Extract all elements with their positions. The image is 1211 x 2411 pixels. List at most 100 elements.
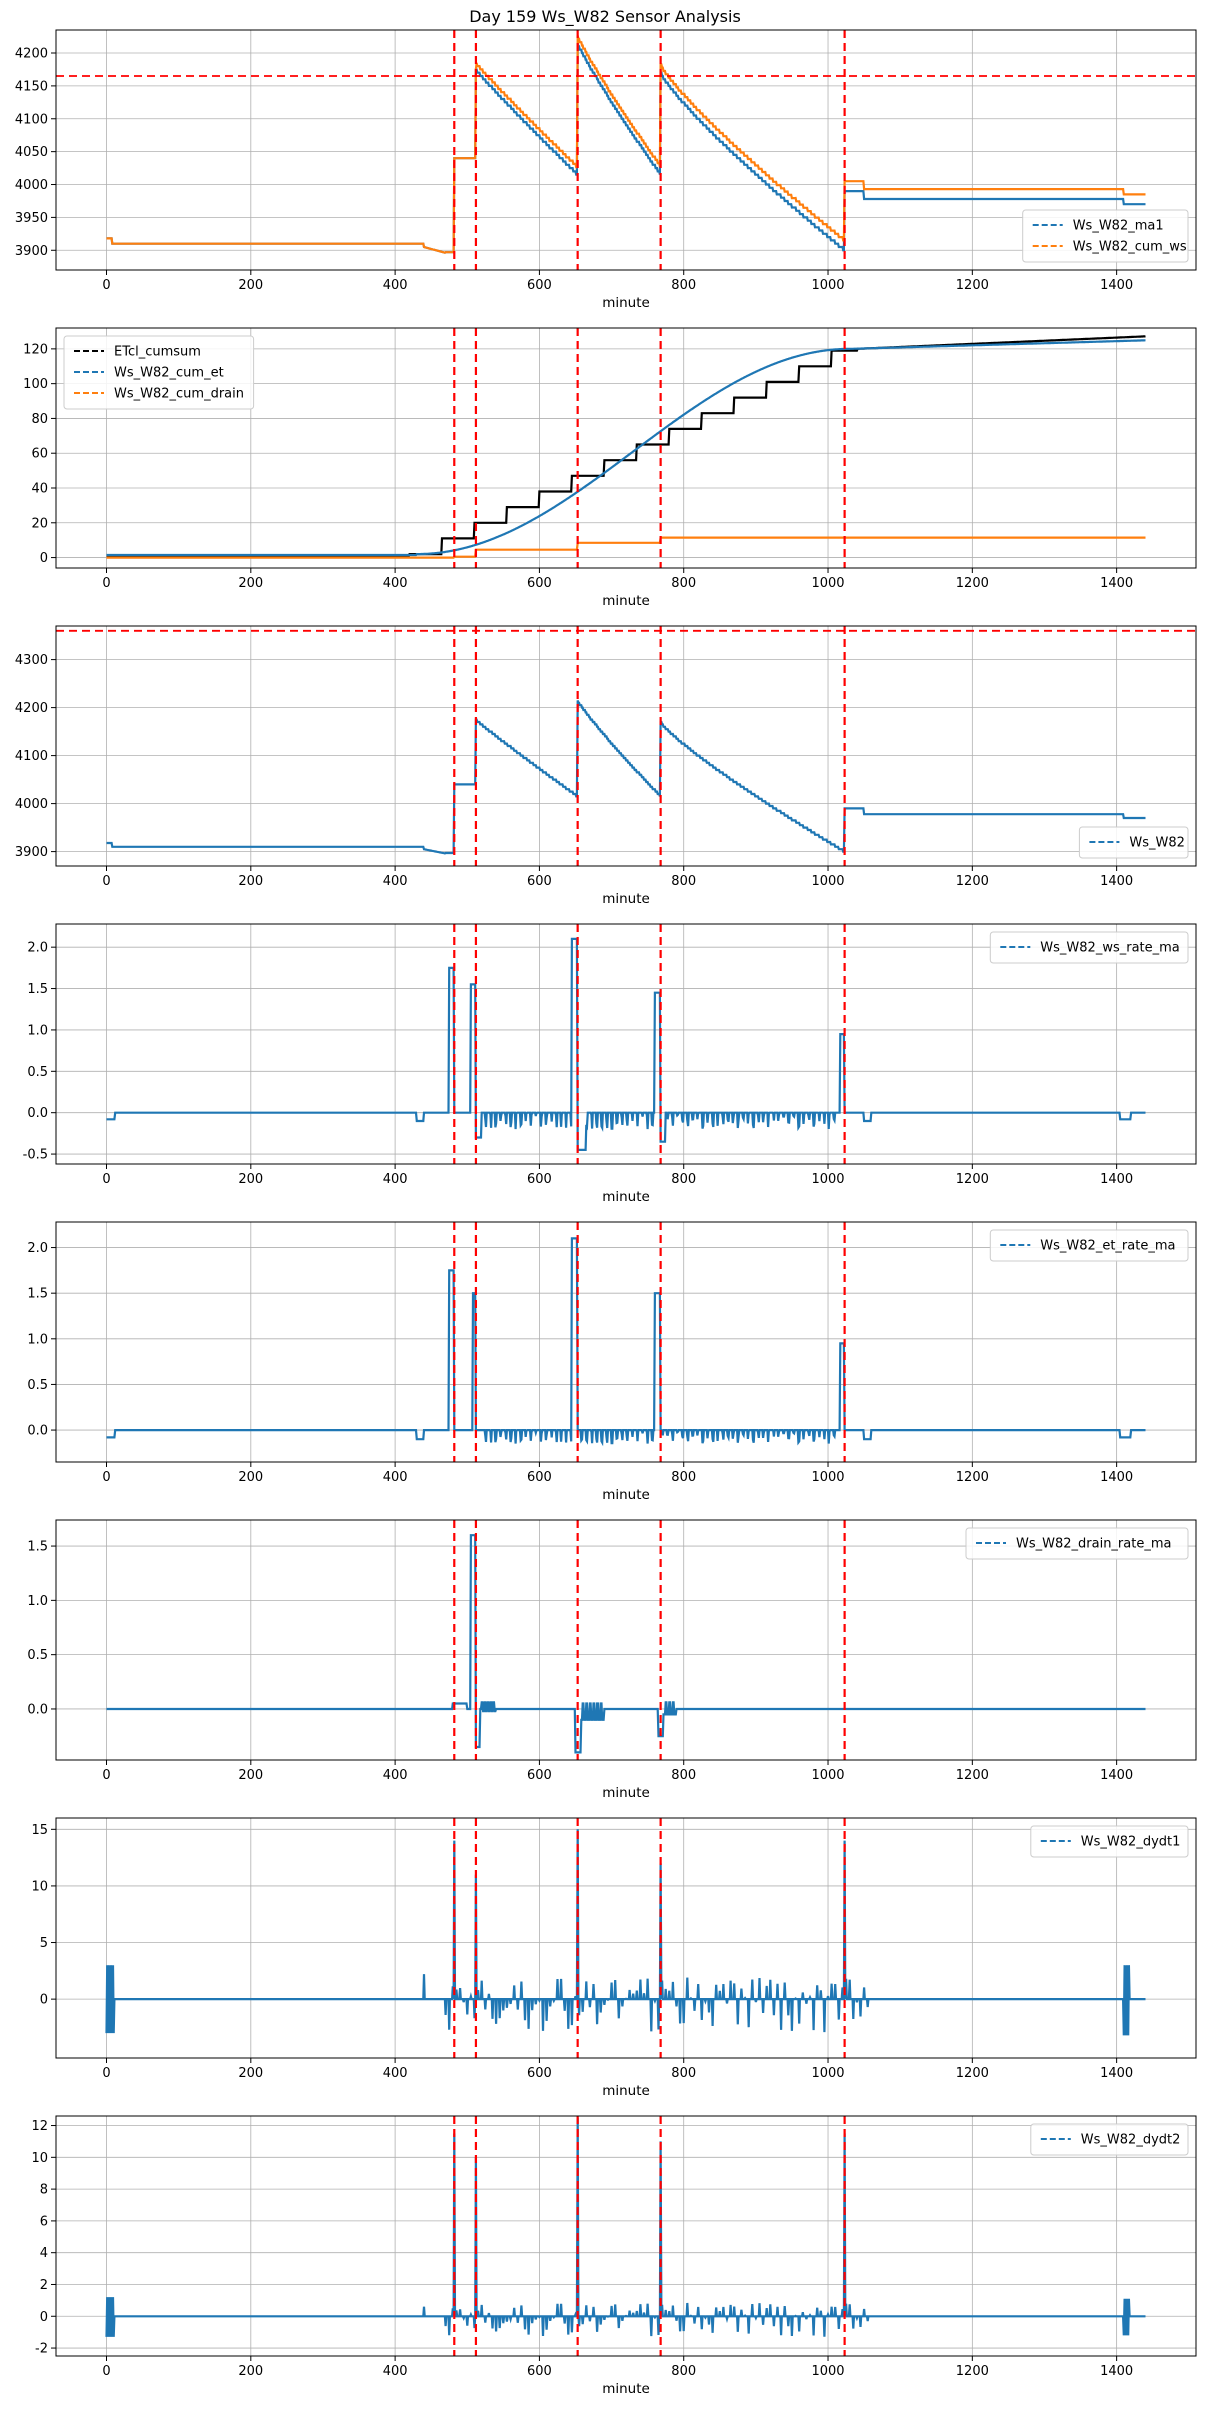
y-tick-label: 0.0 xyxy=(27,1424,48,1439)
panels: 0 200 400 600 800 1000 1200 1400390039504000405… xyxy=(15,29,1197,2397)
x-tick-label: 200 xyxy=(238,1172,263,1187)
x-tick-label: 400 xyxy=(383,874,408,889)
series-etrate xyxy=(106,1237,1146,1447)
y-tick-label: 4200 xyxy=(15,701,48,716)
x-tick-label: 800 xyxy=(671,874,696,889)
y-tick-label: 0 xyxy=(40,1993,48,2008)
x-tick-label: 1400 xyxy=(1100,874,1133,889)
x-tick-label: 1000 xyxy=(811,874,844,889)
legend: Ws_W82_et_rate_ma xyxy=(989,1229,1189,1262)
axes-frame xyxy=(55,2115,1197,2357)
x-tick-label: 1000 xyxy=(811,2066,844,2081)
x-tick-label: 400 xyxy=(383,1768,408,1783)
plot-area xyxy=(106,1520,1146,1760)
x-tick-label: 0 xyxy=(102,2364,110,2379)
x-tick-label: 1200 xyxy=(956,2364,989,2379)
legend: Ws_W82_ws_rate_ma xyxy=(989,931,1189,964)
y-tick-label: 4100 xyxy=(15,749,48,764)
legend-label: Ws_W82_dydt1 xyxy=(1081,1835,1181,1850)
axes-frame xyxy=(55,625,1197,867)
x-tick-label: 1000 xyxy=(811,278,844,293)
x-tick-label: 800 xyxy=(671,2364,696,2379)
y-tick-label: 2.0 xyxy=(27,941,48,956)
plot-area xyxy=(105,2116,1146,2356)
series-ws xyxy=(106,700,1146,855)
panel-7: 0 200 400 600 800 1000 1200 1400 0 5 10 15 minute Ws_… xyxy=(31,1817,1197,2099)
x-tick-label: 200 xyxy=(238,2364,263,2379)
axes-frame xyxy=(55,1221,1197,1463)
x-tick-label: 1400 xyxy=(1100,278,1133,293)
y-tick-label: 120 xyxy=(23,342,48,357)
x-tick-label: 1400 xyxy=(1100,576,1133,591)
series-dydt1 xyxy=(105,1829,1146,2036)
x-tick-label: 800 xyxy=(671,1768,696,1783)
x-tick-label: 400 xyxy=(383,1470,408,1485)
plot-area xyxy=(105,1818,1146,2058)
x-tick-label: 800 xyxy=(671,2066,696,2081)
x-tick-label: 400 xyxy=(383,576,408,591)
x-tick-label: 800 xyxy=(671,1470,696,1485)
x-tick-label: 600 xyxy=(527,278,552,293)
legend: Ws_W82 xyxy=(1078,826,1189,859)
y-tick-label: 0.5 xyxy=(27,1065,48,1080)
x-tick-label: 200 xyxy=(238,2066,263,2081)
x-tick-label: 600 xyxy=(527,576,552,591)
x-tick-label: 400 xyxy=(383,1172,408,1187)
x-tick-label: 1000 xyxy=(811,1470,844,1485)
panel-8: 0 200 400 600 800 1000 1200 1400 -2 0 2 4 6 8 10 12 minu… xyxy=(31,2115,1197,2397)
y-tick-label: 2 xyxy=(40,2278,48,2293)
legend: Ws_W82_dydt2 xyxy=(1030,2123,1189,2156)
axes-frame xyxy=(55,1519,1197,1761)
x-axis-label: minute xyxy=(602,2381,650,2397)
x-tick-label: 1200 xyxy=(956,1172,989,1187)
x-tick-label: 0 xyxy=(102,278,110,293)
x-tick-label: 0 xyxy=(102,2066,110,2081)
panel-6: 0 200 400 600 800 1000 1200 1400 0.0 0.5 1.0 1.5 min… xyxy=(27,1519,1197,1801)
legend: ETcl_cumsum Ws_W82_cum_et Ws_W82_cum_drain xyxy=(63,335,255,410)
y-tick-label: 0 xyxy=(40,2310,48,2325)
x-tick-label: 200 xyxy=(238,874,263,889)
y-tick-label: 4300 xyxy=(15,653,48,668)
x-tick-label: 1200 xyxy=(956,2066,989,2081)
x-axis-label: minute xyxy=(602,1189,650,1205)
panel-5: 0 200 400 600 800 1000 1200 1400 0.0 0.5 1.0 1.5 2.0… xyxy=(27,1221,1197,1503)
legend-label: Ws_W82_et_rate_ma xyxy=(1040,1239,1175,1254)
x-axis-label: minute xyxy=(602,1487,650,1503)
x-tick-label: 200 xyxy=(238,278,263,293)
legend-label: Ws_W82_cum_ws xyxy=(1073,240,1187,255)
y-tick-label: 4100 xyxy=(15,112,48,127)
legend-box xyxy=(989,1229,1189,1262)
y-tick-label: 0 xyxy=(40,551,48,566)
y-tick-label: -0.5 xyxy=(23,1148,48,1163)
axes-frame xyxy=(55,1817,1197,2059)
series-cumws xyxy=(106,35,1146,254)
y-tick-label: 8 xyxy=(40,2183,48,2198)
y-tick-label: 100 xyxy=(23,377,48,392)
panel-1: 0 200 400 600 800 1000 1200 1400 3900 3950 4000 405… xyxy=(15,29,1197,311)
y-tick-label: 0.5 xyxy=(27,1378,48,1393)
axes-frame xyxy=(55,327,1197,569)
y-tick-label: 0.5 xyxy=(27,1648,48,1663)
y-tick-label: 4000 xyxy=(15,797,48,812)
x-tick-label: 800 xyxy=(671,576,696,591)
x-tick-label: 800 xyxy=(671,1172,696,1187)
legend-label: Ws_W82_ws_rate_ma xyxy=(1040,941,1179,956)
x-tick-label: 0 xyxy=(102,1768,110,1783)
x-tick-label: 400 xyxy=(383,2066,408,2081)
x-tick-label: 200 xyxy=(238,1768,263,1783)
x-axis-label: minute xyxy=(602,891,650,907)
x-axis-label: minute xyxy=(602,1785,650,1801)
y-tick-label: 10 xyxy=(31,2151,48,2166)
y-tick-label: 3950 xyxy=(15,211,48,226)
series-wsrate xyxy=(106,937,1146,1151)
panel-3: 0 200 400 600 800 1000 1200 1400 3900 4000 4100 420… xyxy=(15,625,1197,907)
x-tick-label: 0 xyxy=(102,874,110,889)
legend: Ws_W82_ma1 Ws_W82_cum_ws xyxy=(1022,209,1189,263)
y-tick-label: 80 xyxy=(31,412,48,427)
legend-box xyxy=(1030,2123,1189,2156)
y-tick-label: 4150 xyxy=(15,79,48,94)
y-tick-label: 15 xyxy=(31,1823,48,1838)
x-tick-label: 600 xyxy=(527,1768,552,1783)
x-axis-label: minute xyxy=(602,2083,650,2099)
x-tick-label: 1400 xyxy=(1100,2066,1133,2081)
